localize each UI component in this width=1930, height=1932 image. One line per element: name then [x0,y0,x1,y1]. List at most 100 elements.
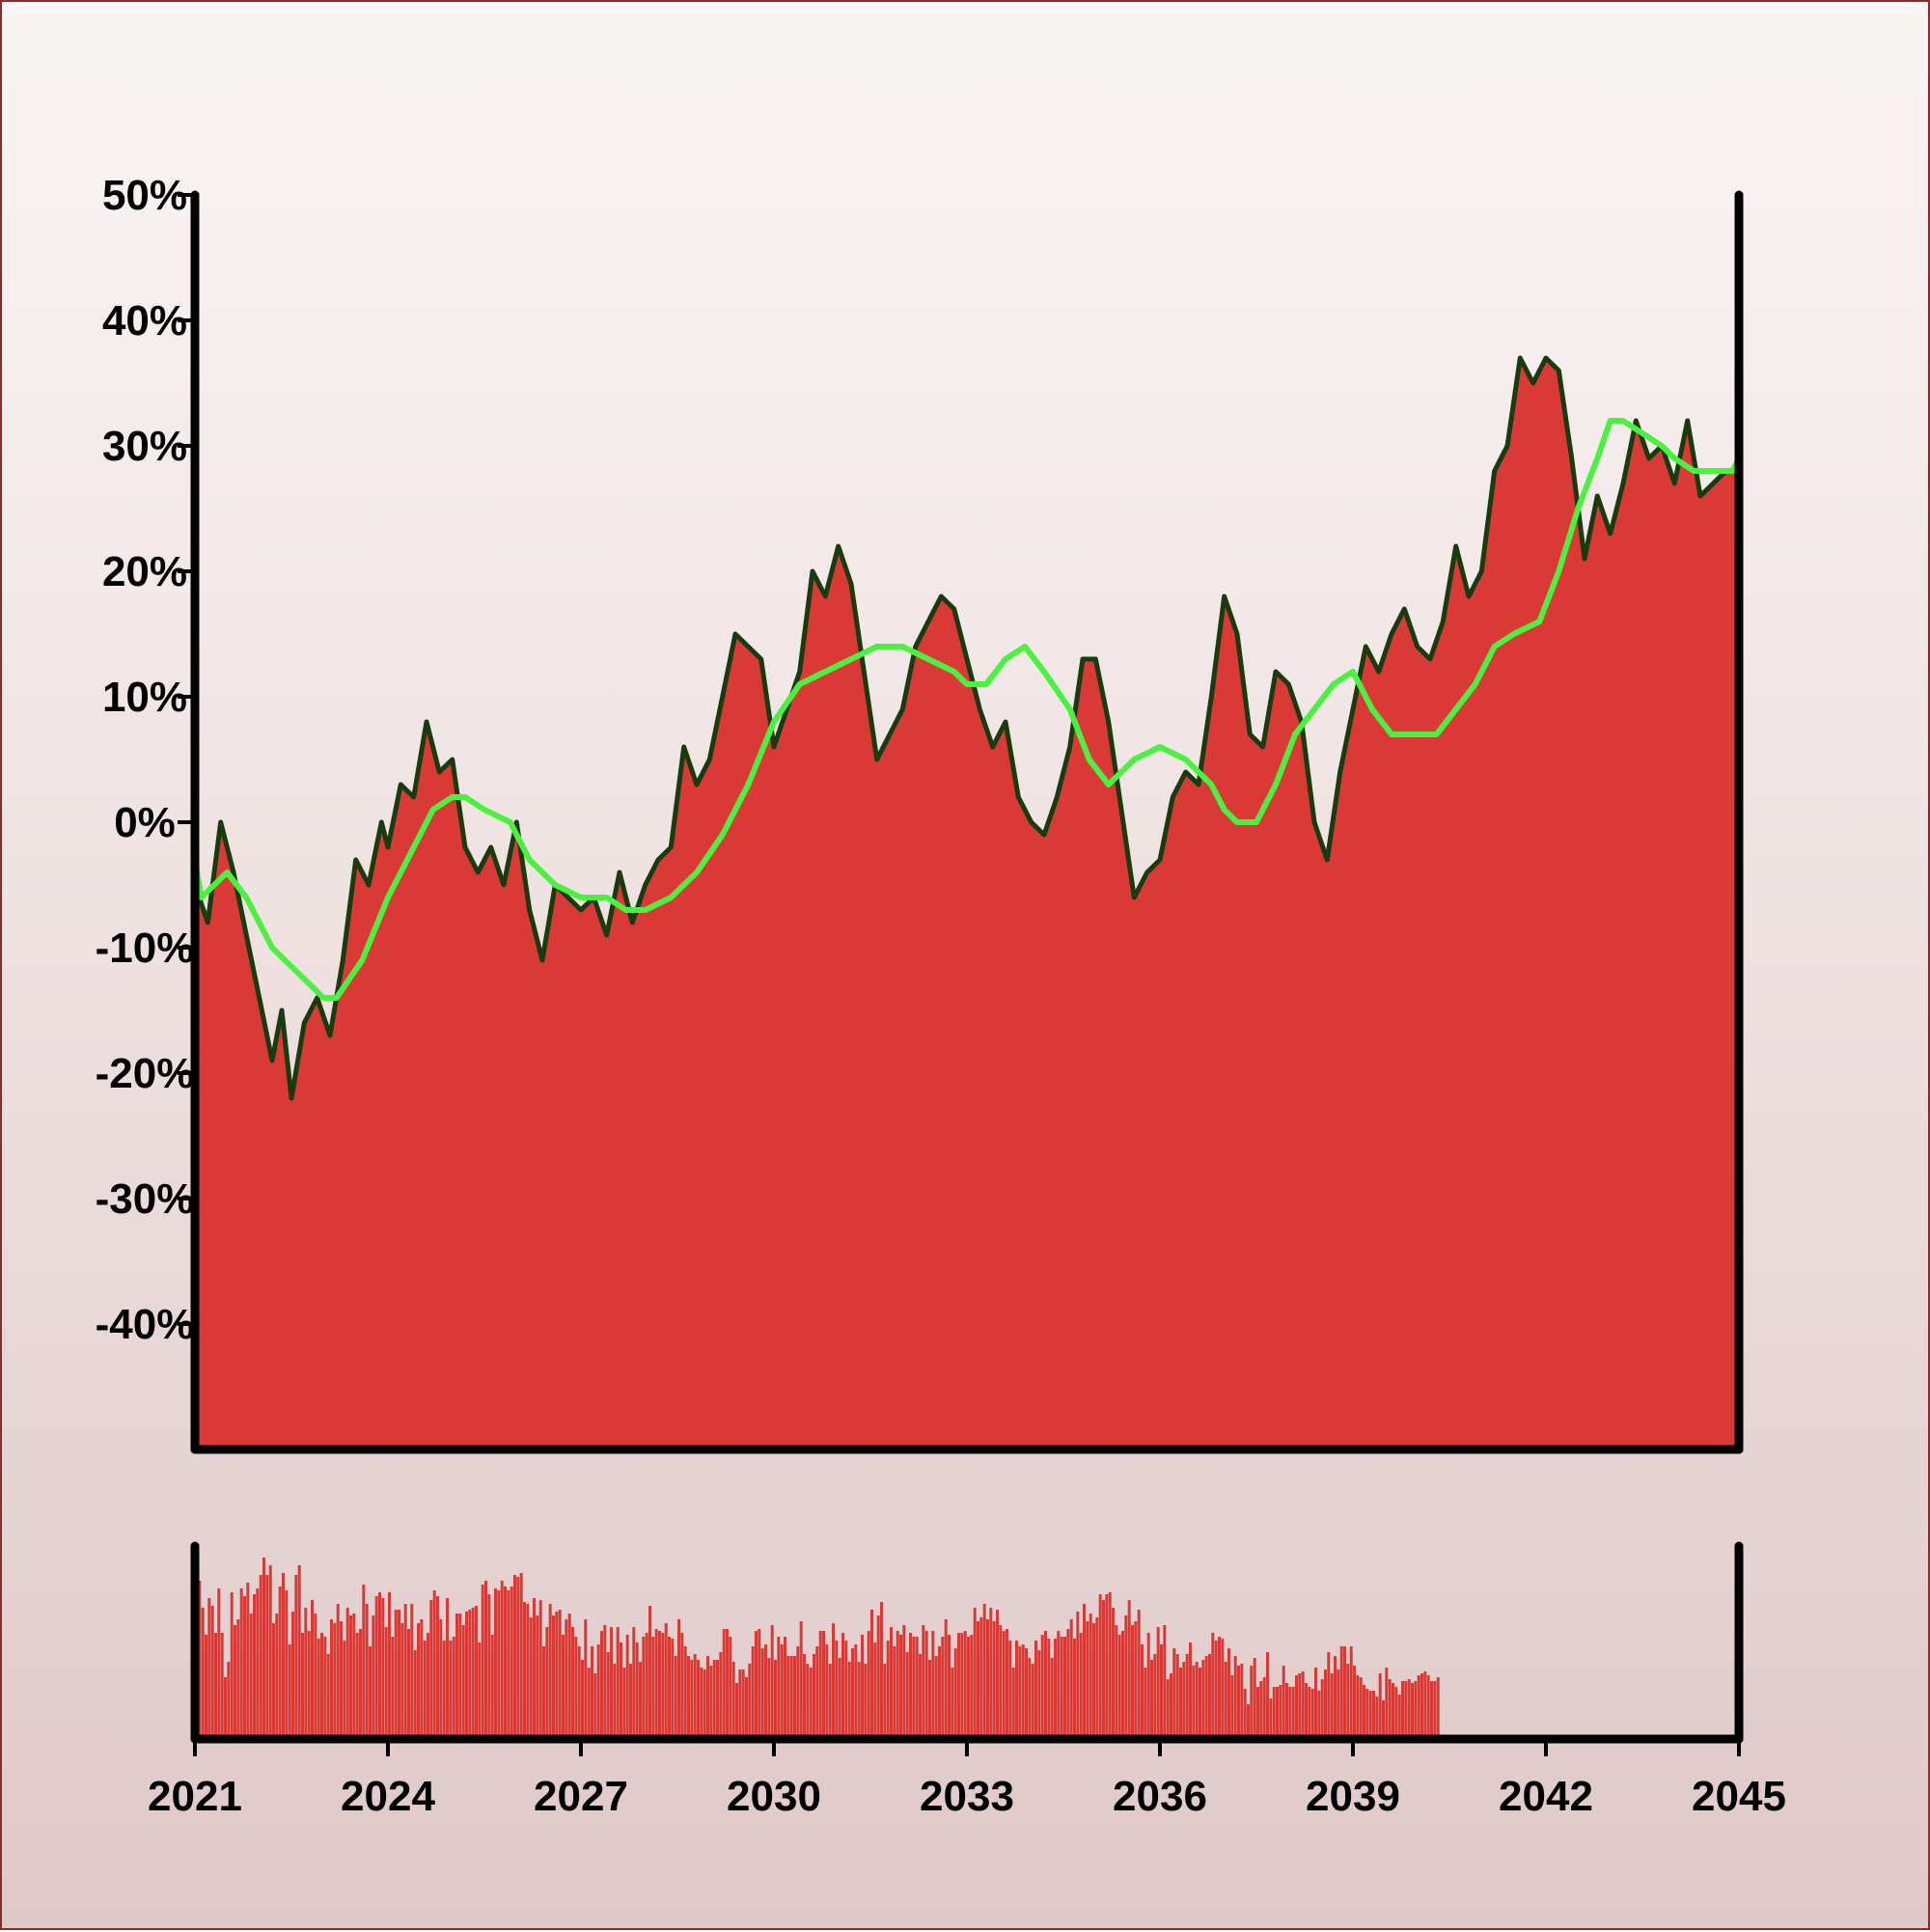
volume-bar [259,1575,262,1739]
volume-bar [1227,1648,1230,1739]
volume-bar [436,1596,439,1739]
volume-bar [1279,1685,1282,1739]
volume-bar [490,1635,494,1739]
volume-bar [567,1614,571,1739]
volume-bar [822,1631,825,1739]
volume-bar [1117,1635,1121,1739]
volume-bar [1247,1704,1250,1739]
volume-bar [760,1648,764,1739]
volume-bar [835,1641,839,1739]
volume-bar [654,1629,658,1739]
volume-bar [304,1608,308,1739]
x-tick-label: 2036 [1113,1773,1207,1820]
volume-bar [1054,1639,1057,1739]
volume-bar [494,1588,497,1739]
volume-bar [584,1619,588,1739]
volume-bar [963,1631,967,1739]
volume-bar [198,1581,202,1739]
volume-bar [288,1644,291,1739]
volume-bar [236,1619,240,1739]
volume-bar [478,1642,482,1739]
volume-bar [423,1641,427,1739]
volume-bar [1253,1658,1256,1739]
volume-bar [996,1610,999,1739]
volume-bar [214,1633,217,1739]
volume-bar [442,1641,446,1739]
volume-bar [1131,1625,1134,1739]
volume-bar [239,1588,243,1739]
volume-bar [1298,1673,1302,1739]
volume-bar [706,1656,709,1739]
volume-bar [449,1641,453,1739]
volume-bar [1378,1673,1382,1739]
volume-bar [275,1614,279,1739]
volume-bar [417,1623,420,1739]
volume-bar [468,1610,472,1739]
volume-bar [413,1650,417,1739]
volume-bar [1105,1594,1109,1739]
volume-bar [429,1600,433,1739]
volume-bar [1282,1666,1285,1739]
volume-bar [751,1646,755,1739]
volume-bar [1291,1687,1295,1739]
volume-bar [922,1625,925,1739]
volume-bar [979,1617,983,1739]
volume-bar [1365,1689,1369,1739]
volume-bar [224,1677,227,1739]
volume-bar [632,1627,636,1739]
volume-bar [294,1575,298,1739]
volume-bar [709,1666,713,1739]
volume-bar [610,1627,613,1739]
x-tick-label: 2024 [341,1773,435,1820]
volume-bar [581,1660,584,1739]
volume-bar [924,1631,928,1739]
volume-bar [864,1664,868,1739]
x-tick-label: 2033 [920,1773,1014,1820]
volume-bar [1368,1691,1372,1739]
volume-bar [529,1617,533,1739]
volume-bar [1324,1670,1327,1739]
volume-bar [731,1662,735,1739]
volume-bar [1417,1675,1420,1739]
volume-bar [777,1637,781,1739]
volume-bar [336,1604,340,1739]
volume-bar [690,1660,694,1739]
volume-bar [712,1660,716,1739]
volume-bar [876,1615,880,1739]
volume-bar [297,1565,301,1739]
volume-bar [487,1594,491,1739]
volume-bar [427,1633,429,1739]
volume-bar [613,1664,617,1739]
area-series-edge [192,355,1739,1101]
volume-bar [944,1619,948,1739]
volume-bar [1095,1617,1099,1739]
volume-bar [841,1633,844,1739]
volume-bar [912,1637,916,1739]
y-tick-label: -30% [96,1175,195,1223]
volume-bar [687,1656,690,1739]
volume-bar [217,1588,221,1739]
volume-bar [1144,1668,1147,1739]
volume-bar [809,1668,813,1739]
volume-bar [345,1608,349,1739]
volume-bar [403,1604,407,1739]
volume-bar [1063,1637,1066,1739]
volume-bar [1199,1668,1201,1739]
x-tick-layer: 2021 2024 2027 2030 2033 2036 2039 2042 2045 [148,1739,1786,1820]
volume-bar [1330,1673,1334,1739]
volume-bar [642,1637,646,1739]
volume-bar [1259,1681,1263,1739]
volume-bar [886,1641,890,1739]
volume-bar [1233,1656,1237,1739]
volume-bar [813,1654,815,1739]
volume-bar [818,1631,822,1739]
volume-bar [516,1577,520,1739]
volume-bar [249,1614,253,1739]
volume-bar [1156,1627,1160,1739]
volume-bar [883,1664,887,1739]
volume-bar [847,1662,851,1739]
volume-bar [1314,1668,1317,1739]
moving-average-layer [192,418,1742,1001]
volume-bar [333,1623,337,1739]
volume-bar [1221,1639,1225,1739]
